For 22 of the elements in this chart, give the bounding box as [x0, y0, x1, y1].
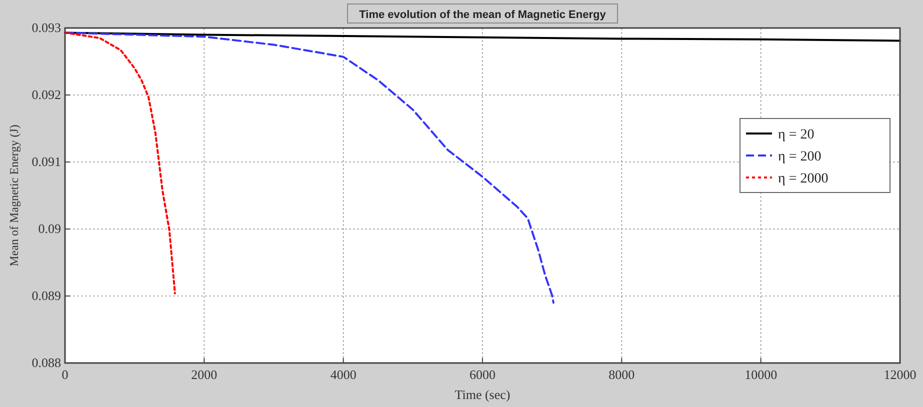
line-series — [64, 32, 554, 304]
y-axis-title: Mean of Magnetic Energy (J) — [7, 124, 21, 266]
x-tick-label: 0 — [62, 367, 68, 382]
x-tick-label: 8000 — [608, 367, 635, 382]
legend-label: η = 20 — [778, 128, 814, 142]
line-series — [64, 32, 176, 294]
x-tick-label: 6000 — [470, 367, 496, 382]
x-tick-label: 2000 — [191, 367, 218, 382]
y-tick-label: 0.092 — [32, 87, 61, 102]
x-tick-label: 4000 — [330, 367, 356, 382]
y-tick-label: 0.089 — [32, 288, 61, 303]
x-tick-label: 12000 — [884, 367, 916, 382]
x-axis-title: Time (sec) — [454, 387, 510, 402]
y-tick-label: 0.088 — [32, 355, 61, 370]
y-tick-label: 0.093 — [32, 20, 61, 35]
chart-title: Time evolution of the mean of Magnetic Energy — [359, 9, 607, 21]
y-tick-label: 0.091 — [32, 154, 61, 169]
line-series — [64, 32, 901, 42]
y-tick-label: 0.09 — [38, 221, 61, 236]
legend-label: η = 2000 — [778, 172, 828, 186]
x-tick-label: 10000 — [744, 367, 778, 382]
legend-label: η = 200 — [778, 150, 822, 164]
